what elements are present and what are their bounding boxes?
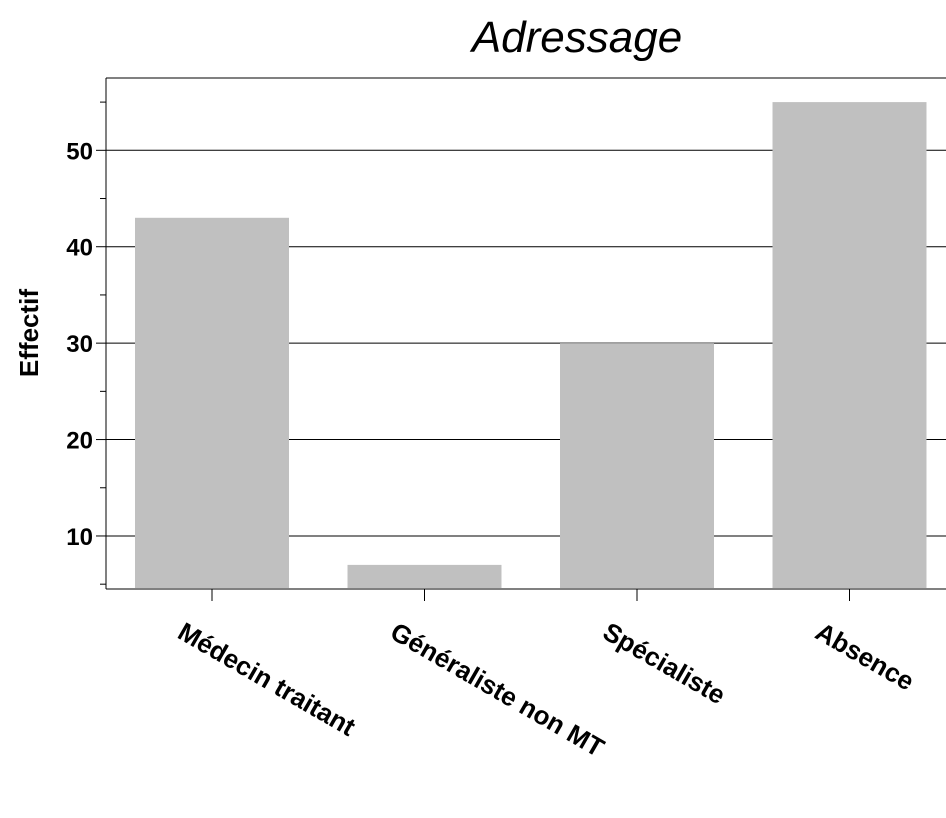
y-axis-label: Effectif: [14, 289, 44, 377]
x-tick-label: Absence: [811, 616, 920, 696]
axes: [105, 77, 946, 590]
y-tick-label: 30: [66, 331, 93, 358]
y-tick-label: 40: [66, 235, 93, 262]
x-tick-label: Médecin traitant: [173, 616, 361, 742]
x-tick-label: Spécialiste: [598, 616, 731, 710]
x-tick-label: Généraliste non MT: [386, 616, 610, 763]
bar: [560, 343, 714, 588]
chart-title: Adressage: [469, 13, 682, 62]
bars: [135, 102, 927, 589]
bar: [135, 217, 289, 588]
y-tick-label: 50: [66, 138, 93, 165]
bar: [772, 102, 927, 589]
y-tick-label: 20: [66, 428, 93, 455]
y-tick-label: 10: [66, 524, 93, 551]
y-axis-ticks: 10 20 30 40 50: [66, 101, 106, 585]
x-axis-ticks: Médecin traitant Généraliste non MTSpécia…: [173, 589, 919, 763]
bar: [347, 564, 502, 588]
